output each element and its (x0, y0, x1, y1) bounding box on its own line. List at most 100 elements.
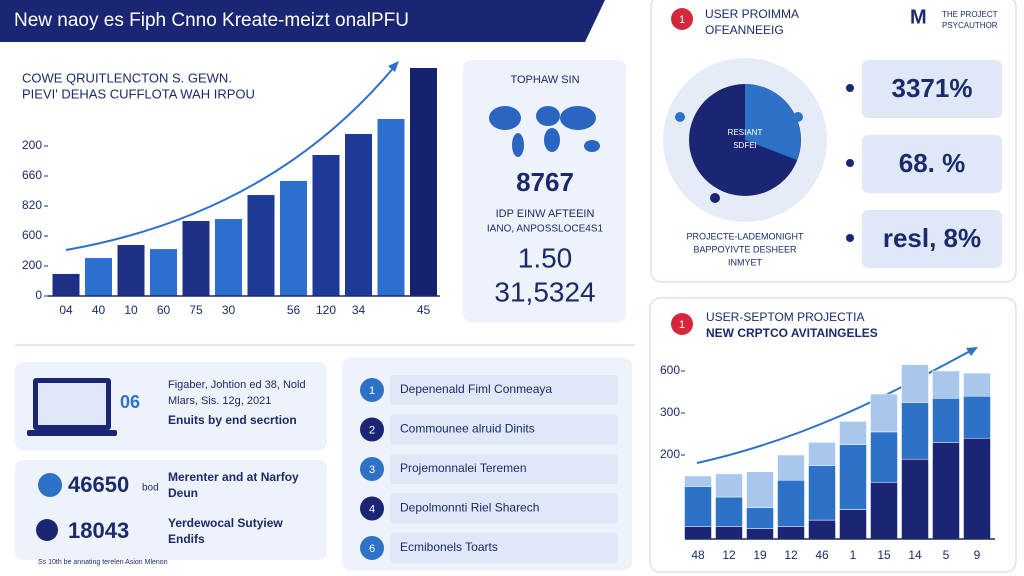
donut-slice (745, 84, 801, 160)
bar-segment (932, 398, 960, 443)
list-row (390, 533, 618, 563)
bar (182, 221, 210, 296)
x-tick-label: 45 (417, 303, 431, 317)
bar-segment (963, 372, 991, 397)
bar-segment (932, 442, 960, 540)
header-band (0, 0, 605, 42)
dot (675, 112, 685, 122)
panel (649, 297, 1017, 573)
card (15, 460, 327, 560)
list-badge (360, 536, 384, 560)
list-row (390, 375, 618, 405)
list-number: 6 (369, 543, 375, 555)
bar-segment (839, 444, 867, 510)
panel-subtitle: OFEANNEEIG (705, 23, 784, 37)
icon-glyph: 06 (120, 392, 140, 412)
badge-text: 1 (679, 319, 685, 331)
bar-segment (901, 364, 929, 403)
y-tick-label: 600 (660, 363, 680, 377)
bar (85, 258, 112, 296)
list-text: Commounee alruid Dinits (400, 422, 535, 436)
y-tick-label: 200 (22, 258, 42, 272)
y-tick-label: 200 (660, 447, 680, 461)
y-tick-label: 200 (22, 138, 42, 152)
stat-box (862, 210, 1002, 268)
chart-title: USER-SEPTOM PROJECTIA (706, 310, 864, 324)
footnote: Ss 10th be annating terelen Asion Mlenon (38, 559, 168, 566)
stat-text: Yerdewocal Sutyiew (168, 516, 283, 530)
bar-segment (963, 437, 991, 540)
x-tick-label: 12 (722, 548, 736, 562)
bar-segment (808, 519, 836, 540)
bullet (846, 159, 854, 167)
bar-segment (715, 473, 743, 498)
laptop-screen (38, 383, 106, 425)
bar-segment (839, 421, 867, 445)
stat-value: 68. % (899, 148, 966, 178)
badge (671, 8, 693, 30)
list-text: Ecmibonels Toarts (400, 540, 498, 554)
caption: INMYET (728, 257, 763, 267)
x-tick-label: 1 (850, 548, 857, 562)
list-badge (360, 417, 384, 442)
list-badge (360, 496, 384, 521)
x-tick-label: 56 (287, 303, 301, 317)
list-text: Projemonnalei Teremen (400, 461, 527, 475)
list-badge (360, 378, 384, 402)
bar-segment (746, 528, 774, 540)
card-title: TOPHAW SIN (510, 74, 579, 86)
card-line: IANO, ANPOSSLOCE4S1 (487, 224, 604, 235)
info-text: Mlars, Sis. 12g, 2021 (168, 395, 271, 407)
dot (710, 193, 720, 203)
bar-segment (963, 395, 991, 439)
bar (215, 219, 242, 296)
trend-arrow (388, 61, 399, 72)
trend-arrow (966, 347, 978, 356)
bar-segment (901, 402, 929, 460)
bar-segment (839, 509, 867, 540)
stat-text: Merenter and at Narfoy (168, 470, 299, 484)
bar (280, 180, 307, 296)
badge-text: 1 (679, 14, 685, 26)
bar-segment (808, 442, 836, 466)
x-tick-label: 04 (59, 303, 73, 317)
stat-unit: bod (142, 483, 159, 494)
info-text: Figaber, Johtion ed 38, Nold (168, 379, 306, 391)
x-tick-label: 15 (877, 548, 891, 562)
stat-value: 46650 (68, 472, 129, 497)
y-tick-label: 600 (22, 228, 42, 242)
list-row (390, 454, 618, 484)
x-tick-label: 40 (92, 303, 106, 317)
list-number: 1 (369, 385, 375, 397)
world-map (489, 106, 600, 157)
stat-box (862, 135, 1002, 193)
x-tick-label: 5 (943, 548, 950, 562)
list-row (390, 493, 618, 524)
stat-value: 18043 (68, 518, 129, 543)
bar-segment (684, 486, 712, 527)
bullet (846, 84, 854, 92)
bar (377, 119, 405, 296)
big-value: 8767 (516, 167, 574, 197)
bar (117, 245, 145, 296)
list-row (390, 414, 618, 445)
bar-segment (932, 370, 960, 399)
bar-segment (777, 454, 805, 481)
bar-segment (746, 507, 774, 529)
donut-label: SDFEI (733, 141, 757, 150)
trend-line (696, 349, 973, 464)
bar-segment (715, 526, 743, 540)
panel-title: USER PROIMMA (705, 7, 799, 21)
card-line: IDP EINW AFTEEIN (496, 208, 595, 220)
bar-segment (746, 471, 774, 508)
stat-box (862, 60, 1002, 118)
x-tick-label: 46 (815, 548, 829, 562)
icon (36, 519, 58, 541)
bar (312, 155, 340, 296)
list-text: Depenenald Fiml Conmeaya (400, 382, 552, 396)
bar-segment (870, 431, 898, 483)
stat-value: resl, 8% (883, 223, 981, 253)
list-badge (360, 457, 384, 481)
laptop-base (27, 430, 117, 436)
